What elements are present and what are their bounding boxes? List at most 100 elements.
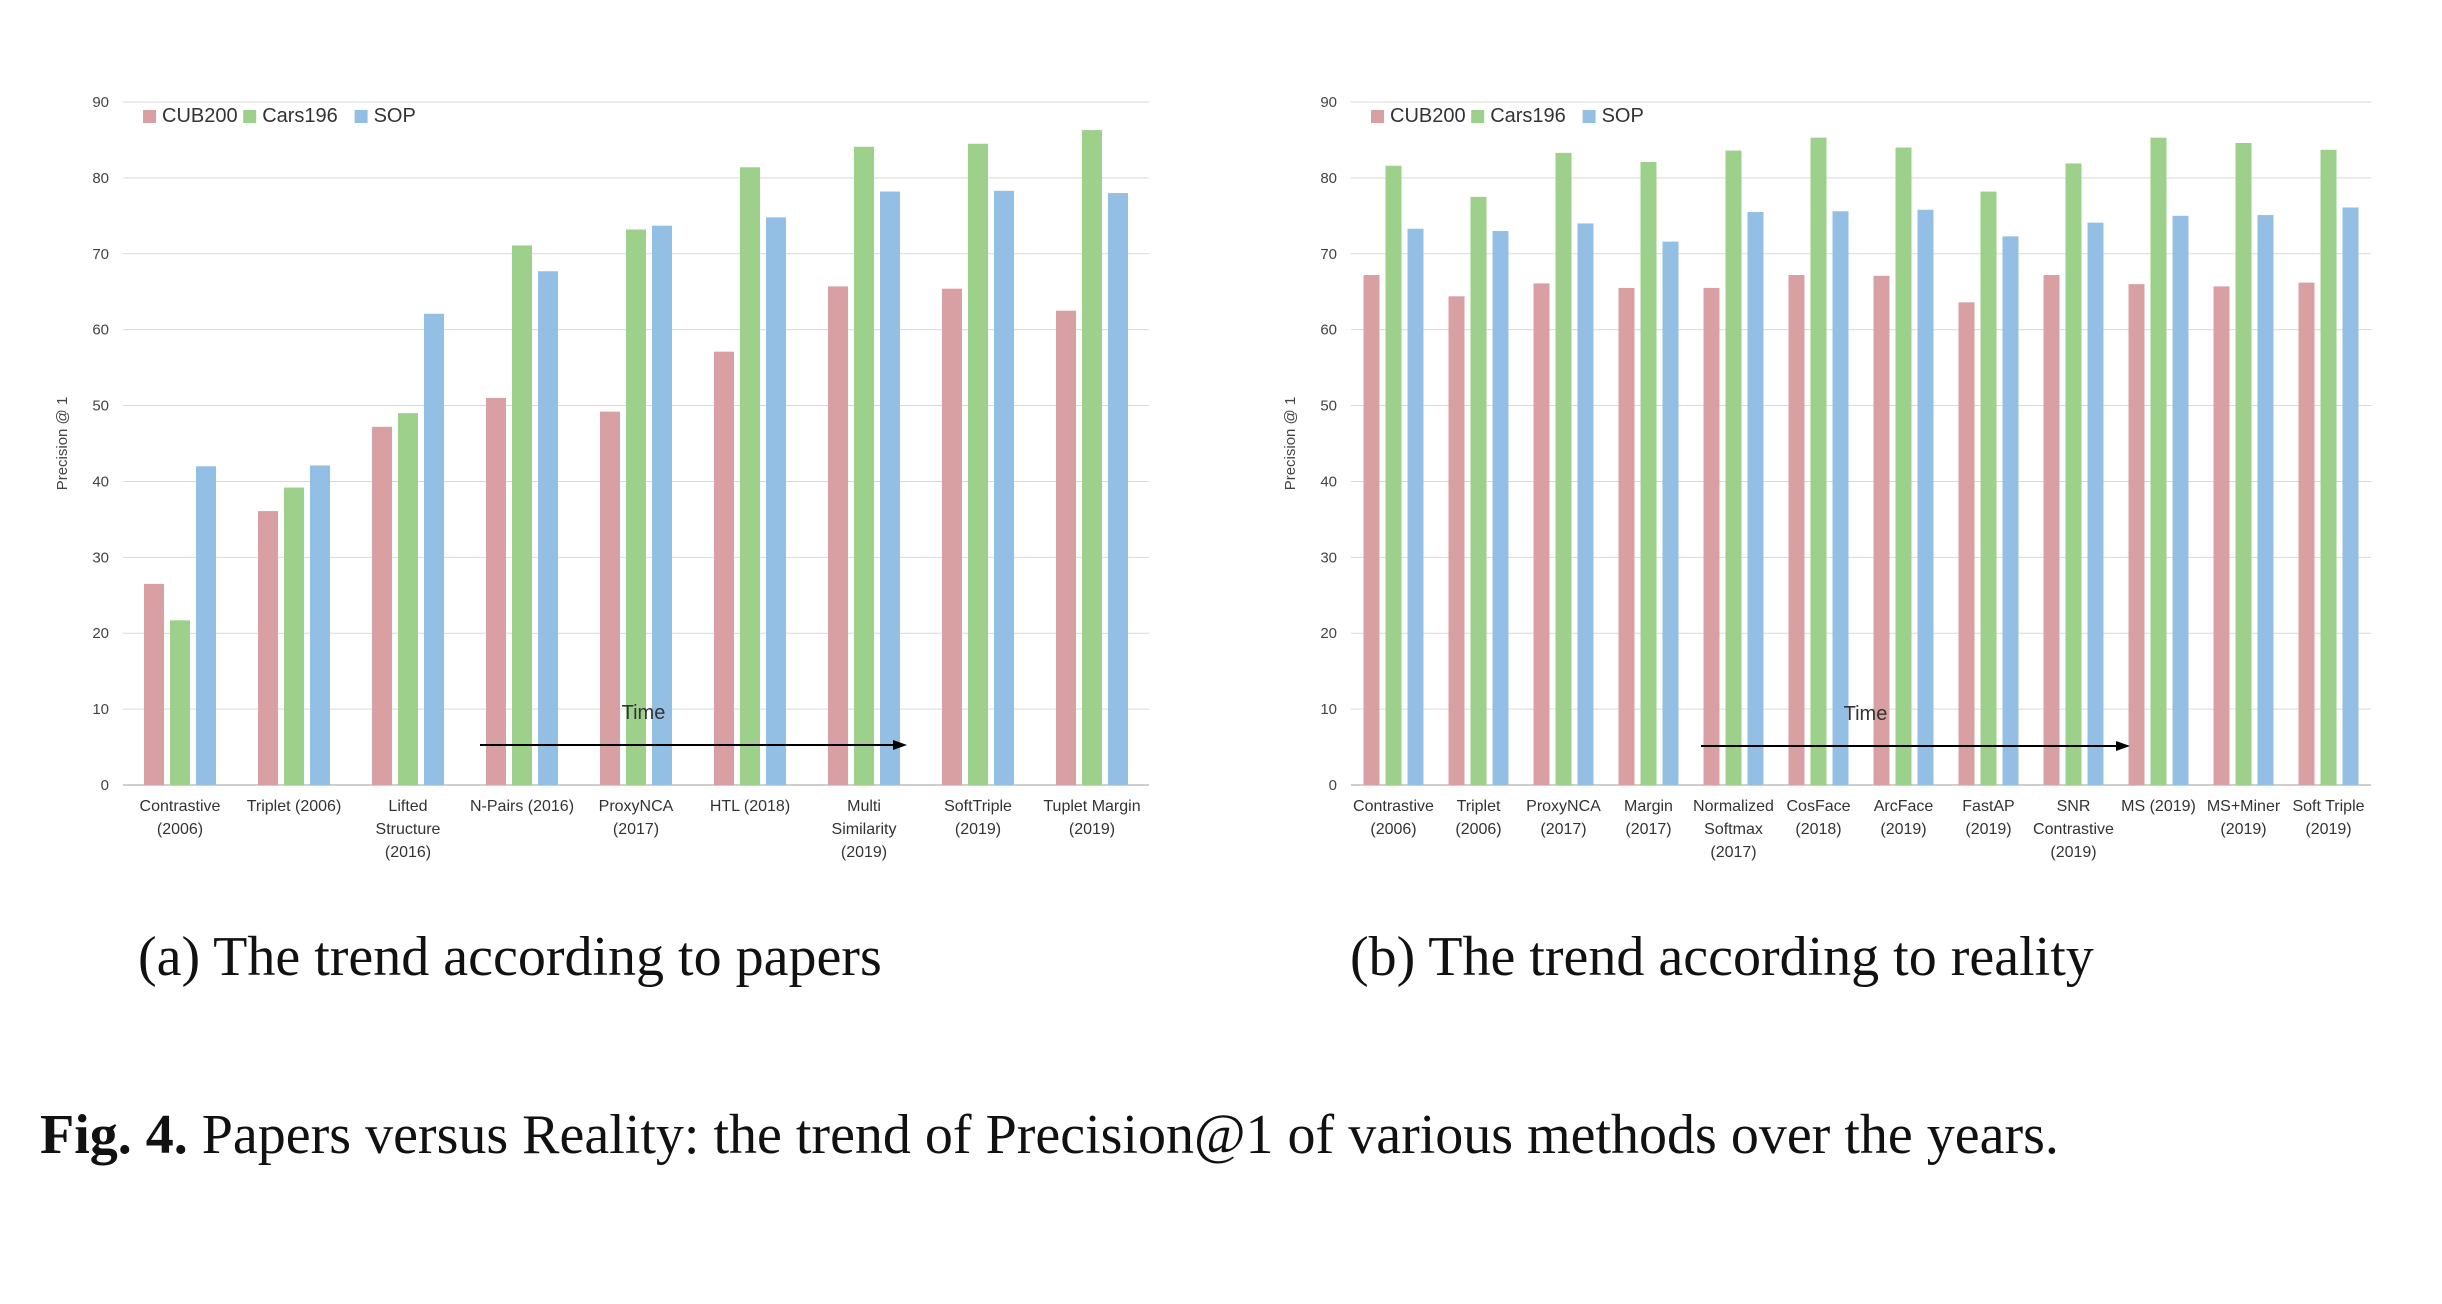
y-axis-title: Precision @ 1 <box>1282 397 1299 491</box>
bar-cars196 <box>1810 137 1827 785</box>
bar-cars196 <box>2320 149 2337 785</box>
y-tick-label: 60 <box>92 322 109 339</box>
x-tick-label: MS+Miner (2019) <box>2207 798 2281 838</box>
x-tick-label: Triplet (2006) <box>1455 798 1501 838</box>
bar-cub200 <box>372 426 392 785</box>
y-tick-label: 80 <box>92 170 109 187</box>
x-tick-label: Soft Triple (2019) <box>2292 798 2364 838</box>
bar-cub200 <box>1873 275 1890 785</box>
bar-sop <box>1662 241 1679 785</box>
bar-cub200 <box>2043 275 2060 785</box>
x-axis-title: Time <box>1844 703 1888 725</box>
bar-cars196 <box>284 487 304 785</box>
y-tick-label: 10 <box>92 701 109 718</box>
y-tick-label: 30 <box>92 549 109 566</box>
bar-cub200 <box>2128 284 2145 785</box>
y-tick-label: 0 <box>101 777 109 794</box>
legend-swatch <box>1371 110 1384 123</box>
time-arrow-head <box>2116 741 2130 751</box>
bar-cars196 <box>1980 191 1997 785</box>
x-tick-label: ProxyNCA (2017) <box>599 798 674 838</box>
figure-caption: Fig. 4. Papers versus Reality: the trend… <box>40 1098 2380 1172</box>
y-axis-title: Precision @ 1 <box>54 397 71 491</box>
bar-sop <box>652 225 672 786</box>
bar-cars196 <box>2150 137 2167 785</box>
y-tick-label: 40 <box>92 473 109 490</box>
y-tick-label: 0 <box>1329 777 1337 794</box>
bar-sop <box>766 217 786 786</box>
bar-cars196 <box>1895 147 1912 786</box>
bar-cars196 <box>1640 161 1657 786</box>
subcaption-papers: (a) The trend according to papers <box>138 926 882 988</box>
bar-sop <box>196 466 216 785</box>
legend-swatch <box>143 110 156 123</box>
x-tick-label: Contrastive (2006) <box>140 798 221 838</box>
bar-cars196 <box>854 146 874 786</box>
y-tick-label: 70 <box>92 246 109 263</box>
x-tick-label: HTL (2018) <box>710 798 790 815</box>
bar-cars196 <box>512 245 532 785</box>
y-tick-label: 50 <box>92 398 109 415</box>
bar-cub200 <box>1533 283 1550 785</box>
bar-cub200 <box>942 288 962 785</box>
bar-cub200 <box>144 583 164 785</box>
bar-cars196 <box>626 229 646 785</box>
bar-sop <box>2342 207 2359 786</box>
bar-sop <box>1832 211 1849 785</box>
x-tick-label: FastAP (2019) <box>1962 798 2014 838</box>
x-tick-label: Normalized Softmax (2017) <box>1693 798 1774 861</box>
x-axis-title: Time <box>622 702 666 724</box>
bar-cub200 <box>2298 282 2315 785</box>
y-tick-label: 90 <box>92 94 109 111</box>
bar-sop <box>2257 215 2274 785</box>
legend-label: SOP <box>1602 105 1644 127</box>
bar-cars196 <box>2235 142 2252 786</box>
bar-cars196 <box>1555 152 1572 785</box>
x-tick-label: ArcFace (2019) <box>1874 798 1934 838</box>
legend-label: SOP <box>374 105 416 127</box>
x-tick-label: Triplet (2006) <box>247 798 342 815</box>
bar-cub200 <box>600 411 620 785</box>
bar-cub200 <box>1056 310 1076 785</box>
bar-cub200 <box>828 286 848 785</box>
bar-sop <box>1108 193 1128 786</box>
bar-sop <box>2002 236 2019 785</box>
bar-cars196 <box>170 620 190 785</box>
y-tick-label: 20 <box>1320 625 1337 642</box>
x-tick-label: ProxyNCA (2017) <box>1526 798 1601 838</box>
chart-reality: 0 10 20 30 40 50 60 70 80 90 Precision @ 1 Contrast… <box>1282 94 2371 861</box>
x-tick-label: Lifted Structure (2016) <box>376 798 441 861</box>
x-tick-label: MS (2019) <box>2121 798 2196 815</box>
bar-sop <box>994 190 1014 786</box>
x-tick-label: SoftTriple (2019) <box>944 798 1012 838</box>
x-tick-label: Margin (2017) <box>1624 798 1673 838</box>
y-tick-label: 50 <box>1320 398 1337 415</box>
bar-cub200 <box>1703 287 1720 785</box>
bar-cars196 <box>398 413 418 785</box>
chart-papers: 0 10 20 30 40 50 60 70 80 90 Precision @ 1 Contrast… <box>54 94 1149 861</box>
y-tick-label: 90 <box>1320 94 1337 111</box>
figure-caption-text: Papers versus Reality: the trend of Prec… <box>187 1104 2059 1166</box>
bar-cub200 <box>258 511 278 785</box>
y-tick-label: 80 <box>1320 170 1337 187</box>
x-tick-label: CosFace (2018) <box>1786 798 1850 838</box>
x-tick-label: Contrastive (2006) <box>1353 798 1434 838</box>
bar-sop <box>1577 223 1594 785</box>
bar-cub200 <box>486 397 506 785</box>
legend-swatch <box>1471 110 1485 123</box>
y-tick-label: 60 <box>1320 322 1337 339</box>
bar-sop <box>1407 228 1424 786</box>
bar-sop <box>880 191 900 785</box>
y-tick-label: 10 <box>1320 701 1337 718</box>
bar-cub200 <box>1618 287 1635 785</box>
bar-cub200 <box>1363 275 1380 785</box>
bar-cars196 <box>740 167 760 785</box>
bar-cars196 <box>1725 150 1742 785</box>
bar-sop <box>1917 209 1934 786</box>
bar-cars196 <box>1470 196 1487 786</box>
bar-sop <box>2087 222 2104 785</box>
bar-sop <box>310 465 330 785</box>
bar-cub200 <box>1788 275 1805 785</box>
bar-sop <box>1492 231 1509 785</box>
y-tick-label: 20 <box>92 625 109 642</box>
